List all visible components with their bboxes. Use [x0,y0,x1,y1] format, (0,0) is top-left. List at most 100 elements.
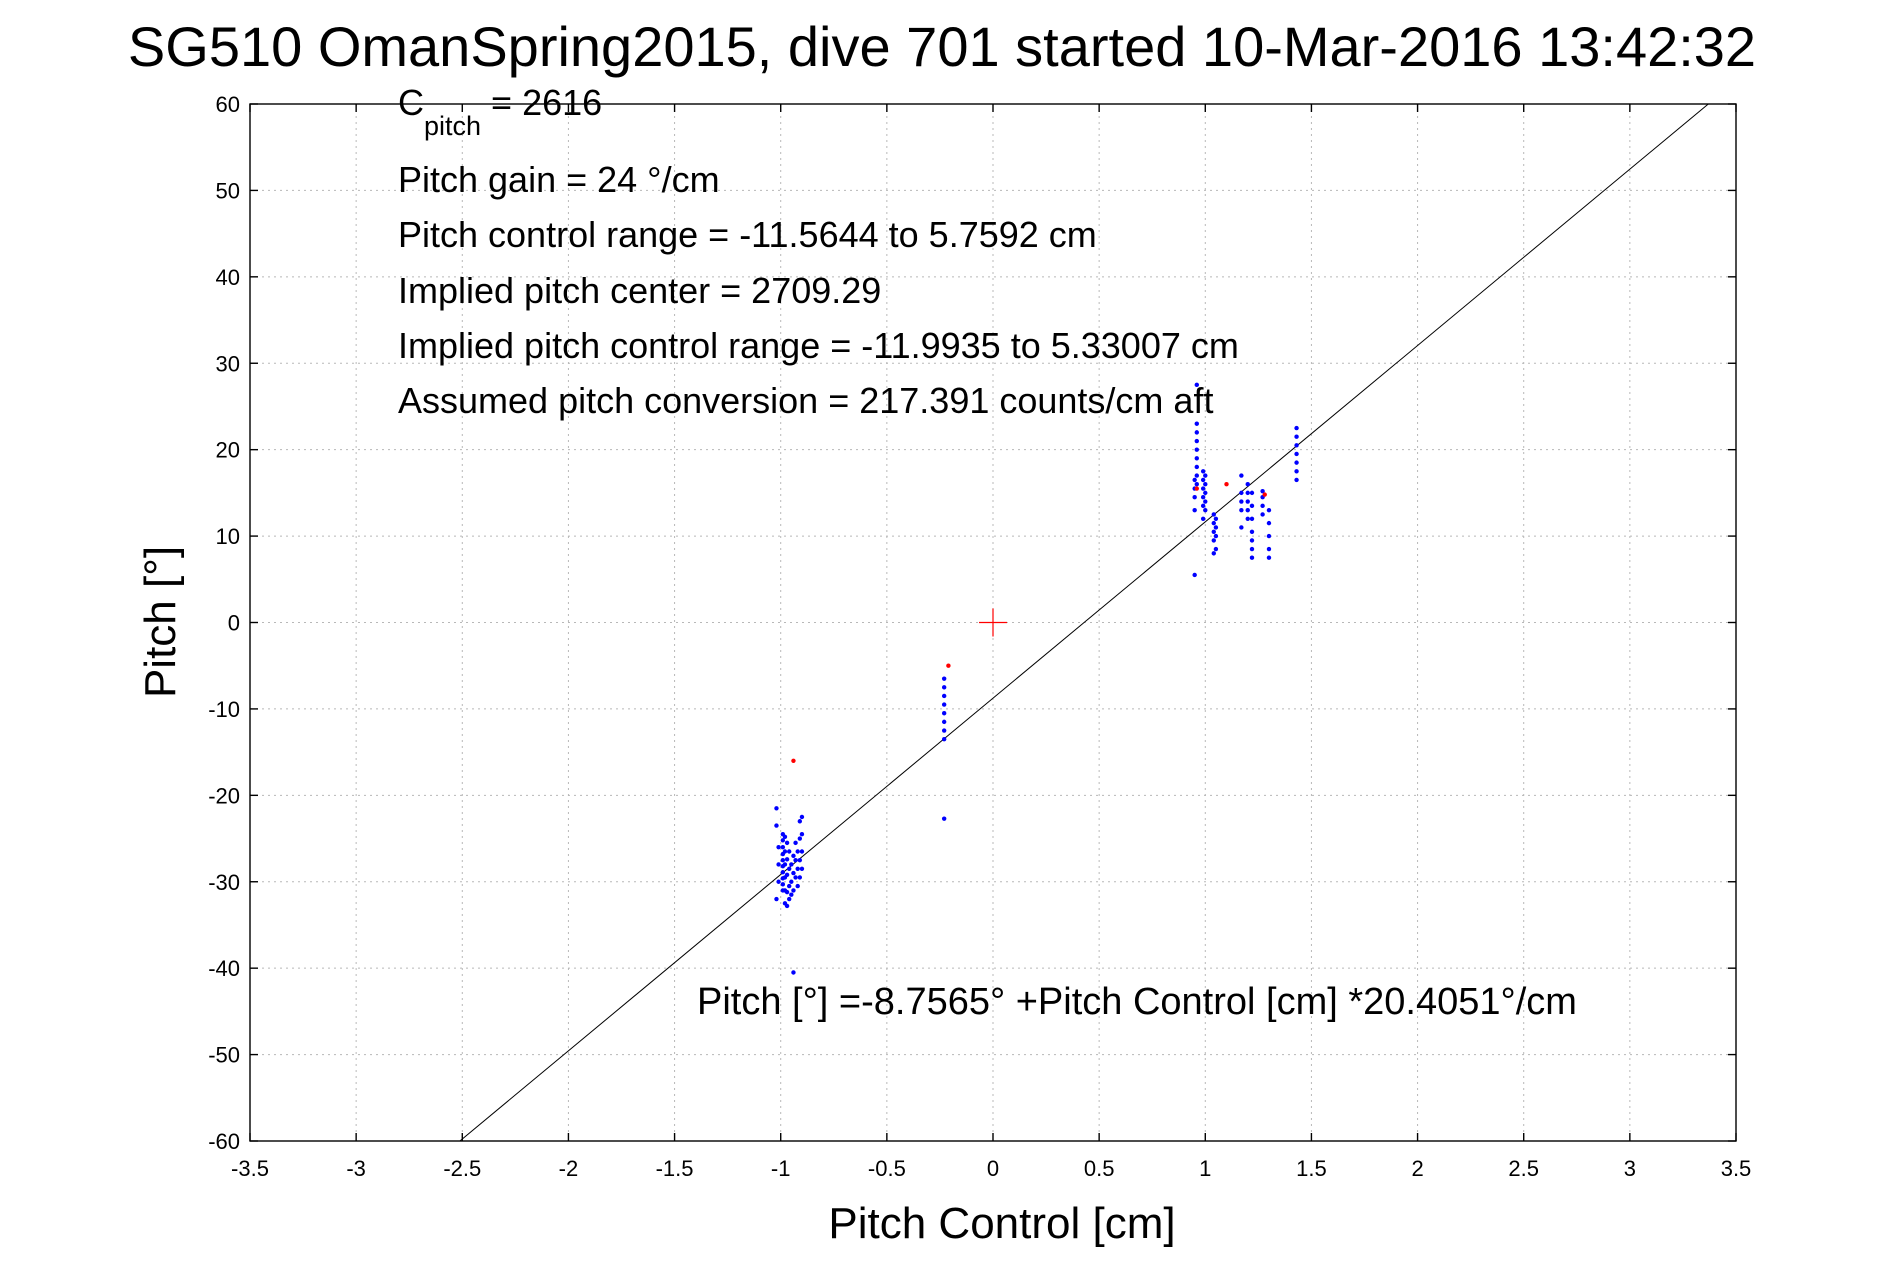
data-point [787,849,792,854]
y-axis-label: Pitch [°] [136,546,185,698]
data-point [1200,477,1206,483]
x-tick-label: 1.5 [1296,1156,1327,1181]
y-tick-label: -50 [208,1043,240,1068]
data-point [1245,516,1250,521]
y-tick-label: 50 [216,178,240,203]
data-point [1249,546,1255,552]
data-point [795,849,800,854]
y-tick-label: 20 [216,438,240,463]
data-point [1294,434,1299,439]
data-point [797,875,803,880]
data-point [782,849,788,854]
y-tick-label: 40 [216,265,240,290]
data-point [789,892,794,897]
pitch-gain-annotation: Pitch gain = 24 °/cm [398,159,720,200]
data-point [1203,490,1208,496]
data-point [1194,473,1199,478]
x-tick-label: 3 [1624,1156,1636,1181]
y-tick-label: -20 [208,783,240,808]
data-point [1294,469,1299,474]
y-tick-label: 0 [228,611,240,636]
data-point [1249,555,1255,560]
data-point [776,844,781,850]
data-point [1192,572,1197,578]
data-point [1239,507,1244,513]
info-annotations: Cpitch = 2616 Pitch gain = 24 °/cm Pitch… [398,82,1239,421]
data-point [1239,473,1244,478]
data-point [791,870,796,876]
data-point [784,872,790,878]
x-axis-label: Pitch Control [cm] [828,1199,1175,1248]
y-tick-label: 60 [216,92,240,117]
data-point [1211,512,1216,517]
c-pitch-subscript: pitch [424,111,481,141]
data-point [784,903,790,909]
data-point [799,814,805,820]
data-point [1294,477,1299,483]
x-tick-label: 0.5 [1084,1156,1115,1181]
data-point [1260,512,1265,517]
x-tick-label: 2.5 [1508,1156,1539,1181]
data-point [946,663,951,668]
x-tick-label: -0.5 [868,1156,906,1181]
x-tick-label: -1 [771,1156,791,1181]
data-point [799,866,805,871]
data-point [1194,482,1199,487]
data-point [1194,421,1199,426]
chart-title: SG510 OmanSpring2015, dive 701 started 1… [128,15,1756,78]
data-point [782,862,788,867]
data-point [1249,503,1255,509]
c-pitch-value: = 2616 [481,82,602,123]
data-point [780,838,786,843]
pitch-control-range-annotation: Pitch control range = -11.5644 to 5.7592… [398,214,1097,255]
c-pitch-symbol: C [398,82,424,123]
data-point [791,853,796,859]
implied-pitch-center-annotation: Implied pitch center = 2709.29 [398,270,881,311]
data-point [1194,430,1199,435]
data-point [797,857,803,863]
data-point [1194,464,1199,470]
data-point [1260,488,1265,494]
data-point [1200,469,1206,474]
data-point [791,970,796,975]
data-point [941,676,947,681]
fit-line [459,103,1709,1142]
data-point [1203,507,1208,513]
data-point [795,866,800,871]
data-point [787,883,792,889]
data-point [1192,477,1197,483]
x-tick-label: 2 [1411,1156,1423,1181]
x-tick-label: -1.5 [656,1156,694,1181]
data-point [1213,525,1219,530]
x-tick-label: -3 [346,1156,366,1181]
data-point [780,857,786,863]
y-tick-label: 10 [216,524,240,549]
data-point [776,879,781,884]
assumed-pitch-conversion-annotation: Assumed pitch conversion = 217.391 count… [398,380,1213,421]
data-point [1294,425,1299,431]
tick-labels: -3.5 -3 -2.5 -2 -1.5 -1 -0.5 0 0.5 1 1.5 2 2.5 3 3.5 -6… [208,92,1751,1181]
data-point [1194,486,1199,491]
data-point [782,834,788,840]
data-point [1200,503,1206,509]
data-point [1262,492,1267,497]
data-point [1266,546,1272,552]
data-point [1203,499,1208,504]
data-point [941,702,947,707]
data-point [1194,456,1199,461]
data-point [941,719,947,725]
data-point [941,728,947,733]
data-point [1213,516,1219,521]
data-point [784,857,790,862]
data-point [1266,555,1272,560]
data-point [1294,443,1299,448]
data-point [1194,438,1199,444]
data-point [1294,451,1299,457]
center-marker [979,608,1007,637]
data-point [793,857,798,863]
c-pitch-annotation: Cpitch = 2616 [398,82,602,141]
y-tick-label: -40 [208,956,240,981]
data-point [1260,503,1265,509]
